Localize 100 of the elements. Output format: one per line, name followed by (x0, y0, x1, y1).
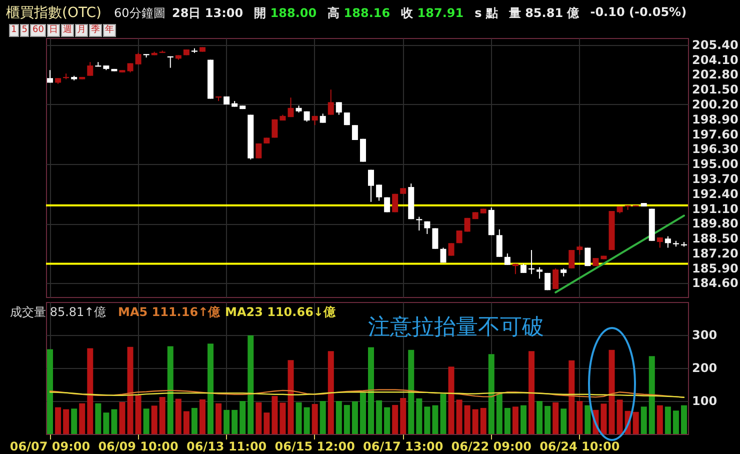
bar (63, 409, 70, 434)
bar (608, 350, 615, 434)
y-tick-label: 191.10 (692, 202, 738, 216)
bar (496, 394, 502, 434)
candlestick (288, 97, 294, 118)
bar (143, 408, 150, 434)
bar (552, 402, 559, 434)
candlestick (568, 250, 575, 269)
y-tick-label: 188.50 (692, 232, 738, 246)
bar (488, 354, 494, 434)
bar (672, 410, 679, 434)
bar (296, 402, 302, 434)
chart-title: 櫃買指數(OTC) (6, 4, 102, 22)
y-tick-label: 193.70 (692, 172, 738, 186)
candlestick (87, 62, 94, 76)
bar (376, 400, 382, 434)
bar (119, 402, 126, 434)
bar (680, 405, 687, 434)
bar (664, 406, 671, 434)
bar (584, 405, 591, 434)
bar (272, 396, 278, 434)
bar (344, 404, 350, 434)
bar (656, 405, 663, 434)
annotation: 注意拉抬量不可破 (368, 315, 544, 340)
bar (360, 392, 366, 434)
bar (159, 397, 166, 434)
bar (264, 412, 270, 434)
text: 收 187.91 (401, 6, 464, 20)
bar (79, 403, 86, 434)
bar (568, 360, 575, 434)
candlestick (336, 102, 342, 116)
candlestick (368, 169, 374, 202)
y-tick-label: 204.10 (692, 52, 738, 67)
bar (352, 401, 358, 434)
bar (280, 402, 286, 434)
bar (256, 402, 262, 434)
text: 量 85.81 億 (508, 5, 580, 22)
bar (191, 408, 198, 434)
bar (528, 351, 535, 434)
bar (648, 356, 655, 434)
y-tick-label: 184.60 (692, 276, 738, 290)
text: 28日 13:00 (172, 5, 244, 22)
candlestick (432, 228, 438, 250)
x-tick-label: 06/13 11:00 (186, 440, 267, 454)
bar (224, 410, 230, 434)
bar (167, 346, 174, 434)
bar (432, 405, 438, 434)
bar (392, 404, 398, 434)
y-tick-label: 192.40 (692, 186, 738, 201)
y-tick-label: 198.90 (692, 112, 738, 126)
bar (87, 348, 94, 434)
chart-subtitle: 60分鐘圖 (114, 5, 166, 22)
candlestick (135, 52, 142, 65)
candlestick (47, 70, 54, 84)
bar (408, 350, 414, 434)
candlestick (536, 266, 543, 280)
x-tick-label: 06/17 13:00 (363, 440, 444, 454)
candlestick (664, 236, 671, 248)
annotation: 成交量 85.81↑億 (10, 305, 106, 319)
bar (71, 408, 78, 434)
bar (632, 412, 639, 434)
bar (175, 398, 182, 434)
bar (520, 405, 526, 434)
candlestick (504, 252, 510, 266)
x-tick-label: 06/22 09:00 (451, 440, 532, 454)
bar (424, 406, 430, 434)
bar (544, 406, 551, 434)
y-tick-label: 189.80 (692, 216, 738, 231)
bar (328, 351, 334, 434)
y-tick-label: 195.00 (692, 157, 738, 172)
bar (127, 346, 134, 434)
y-tick-label: 300 (692, 328, 718, 342)
bar (208, 344, 214, 434)
bar (600, 404, 607, 434)
bar (640, 406, 647, 434)
y-tick-label: 201.50 (692, 82, 738, 97)
y-tick-label: 200 (692, 361, 718, 375)
y-tick-label: 202.80 (692, 68, 738, 82)
candlestick (376, 184, 382, 202)
bar (440, 394, 446, 434)
x-tick-label: 06/09 10:00 (98, 440, 178, 454)
y-tick-label: 205.40 (692, 38, 738, 52)
y-tick-label: 196.30 (692, 142, 738, 156)
candlestick (456, 230, 462, 244)
y-tick-label: 100 (692, 394, 718, 408)
bar (576, 401, 583, 434)
bar (312, 404, 318, 434)
bar (216, 403, 222, 434)
candlestick (448, 242, 454, 256)
bar (400, 398, 406, 434)
bar (103, 412, 110, 434)
text: s 點 (474, 5, 498, 22)
bar (199, 399, 206, 434)
line-series (49, 389, 685, 398)
bar (248, 335, 254, 434)
y-tick-label: 187.20 (692, 246, 738, 260)
x-tick-label: 06/07 09:00 (10, 440, 90, 454)
x-tick-label: 06/15 12:00 (274, 440, 355, 454)
candlestick (584, 247, 591, 267)
text: MA23 110.66↓億 (225, 305, 336, 319)
